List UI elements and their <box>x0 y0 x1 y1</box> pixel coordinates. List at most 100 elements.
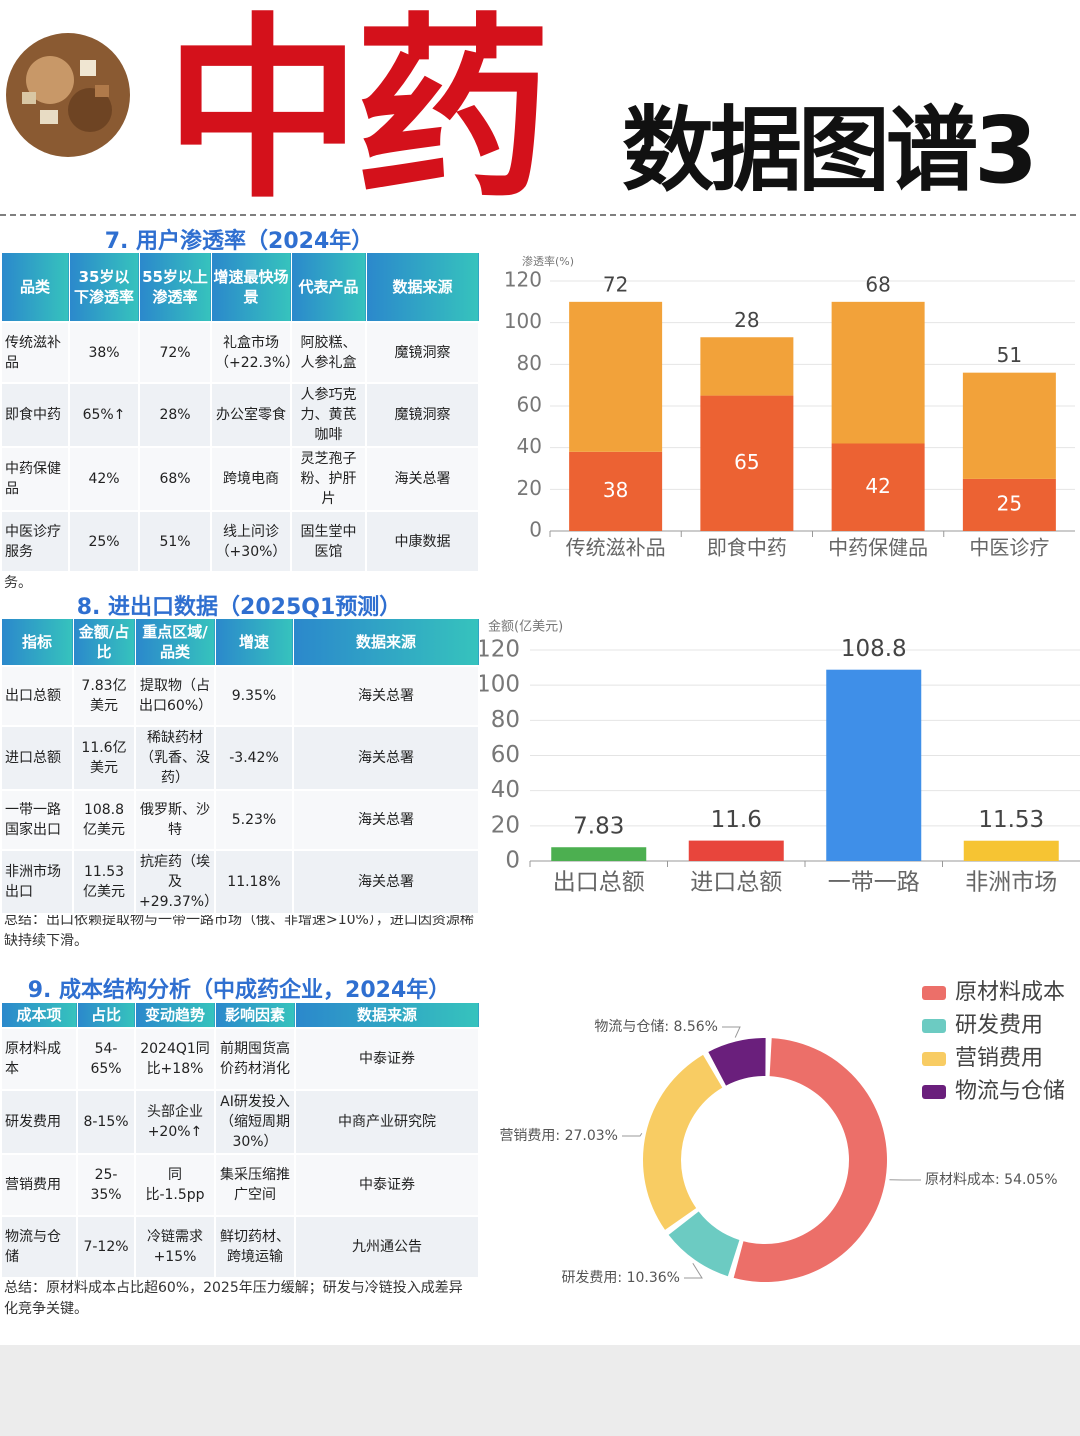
table-cell: 同比-1.5pp <box>134 1153 216 1217</box>
donut-segment <box>642 1054 723 1230</box>
header-cell: 变动趋势 <box>134 1002 216 1029</box>
bar <box>826 669 922 861</box>
bar <box>963 840 1059 861</box>
legend-label: 物流与仓储 <box>955 1079 1065 1104</box>
table-cell: 办公室零食 <box>210 382 292 448</box>
bar <box>688 840 784 861</box>
donut-segment <box>708 1038 766 1086</box>
bar-label: 25 <box>997 491 1022 515</box>
y-tick-label: 20 <box>491 812 520 838</box>
bar-label: 65 <box>734 450 759 474</box>
y-tick-label: 60 <box>491 742 520 768</box>
table-cell: 鲜切药材、跨境运输 <box>214 1215 296 1279</box>
table-cell: 38% <box>68 321 140 384</box>
slice-label: 营销费用: 27.03% <box>499 1128 618 1144</box>
x-tick-label: 即食中药 <box>707 536 787 560</box>
table-cell: 线上问诊（+30%） <box>210 510 292 573</box>
legend-label: 营销费用 <box>955 1046 1043 1071</box>
table-cell: 进口总额 <box>0 725 74 791</box>
table-row: 研发费用 8-15% 头部企业+20%↑ AI研发投入（缩短周期30%） 中商产业研究院 <box>0 1089 480 1155</box>
slice-label: 物流与仓储: 8.56% <box>594 1019 718 1035</box>
table-cell: 海关总署 <box>365 446 480 512</box>
table-cell: 一带一路国家出口 <box>0 789 74 851</box>
y-tick-label: 40 <box>491 777 520 803</box>
table-cell: 中商产业研究院 <box>294 1089 480 1155</box>
table-cell: 5.23% <box>214 789 294 851</box>
table-cell: 阿胶糕、人参礼盒 <box>290 321 367 384</box>
x-tick-label: 传统滋补品 <box>566 536 666 560</box>
table-cell: 魔镜洞察 <box>365 321 480 384</box>
legend-swatch <box>922 986 946 1000</box>
header-cell: 占比 <box>76 1002 136 1029</box>
section-title: 9. 成本结构分析（中成药企业，2024年） <box>27 978 451 1003</box>
x-tick-label: 非洲市场 <box>965 870 1057 896</box>
table-cell: 跨境电商 <box>210 446 292 512</box>
table-cell: 人参巧克力、黄芪咖啡 <box>290 382 367 448</box>
leader-line <box>722 1026 741 1038</box>
table-cell: -3.42% <box>214 725 294 791</box>
table-cell: 7.83亿美元 <box>72 665 136 727</box>
bar-segment <box>700 395 794 531</box>
header-row: 成本项 占比 变动趋势 影响因素 数据来源 <box>0 1002 480 1029</box>
summary: 总结：原材料成本占比超60%，2025年压力缓解；研发与冷链投入成差异化竞争关键… <box>4 1280 463 1317</box>
header-cell: 数据来源 <box>294 1002 480 1029</box>
table-row: 非洲市场出口 11.53亿美元 抗疟药（埃及+29.37%） 11.18% 海关总署 <box>0 849 480 915</box>
table-cell: 传统滋补品 <box>0 321 70 384</box>
bar-label: 51 <box>997 343 1022 367</box>
table-cell: 中泰证券 <box>294 1027 480 1091</box>
table-row: 物流与仓储 7-12% 冷链需求+15% 鲜切药材、跨境运输 九州通公告 <box>0 1215 480 1279</box>
table-cell: 稀缺药材（乳香、没药） <box>134 725 216 791</box>
y-tick-label: 20 <box>517 476 542 500</box>
bar-label: 42 <box>865 474 890 498</box>
bar-segment <box>962 372 1056 479</box>
header-row: 指标 金额/占比 重点区域/品类 增速 数据来源 <box>0 618 480 667</box>
table-cell: 中康数据 <box>365 510 480 573</box>
leader-line <box>622 1132 643 1137</box>
table-cell: 集采压缩推广空间 <box>214 1153 296 1217</box>
header-cell: 影响因素 <box>214 1002 296 1029</box>
bar-label: 108.8 <box>841 636 907 662</box>
slice-label: 研发费用: 10.36% <box>561 1270 680 1286</box>
bar-label: 38 <box>603 478 628 502</box>
header-cell: 数据来源 <box>365 252 480 323</box>
y-tick-label: 80 <box>517 351 542 375</box>
table-row: 营销费用 25-35% 同比-1.5pp 集采压缩推广空间 中泰证券 <box>0 1153 480 1217</box>
table-cell: 礼盒市场（+22.3%） <box>210 321 299 384</box>
table-cell: 25-35% <box>76 1153 136 1217</box>
x-tick-label: 中药保健品 <box>828 536 928 560</box>
table-cell: 提取物（占出口60%） <box>134 665 216 727</box>
table-cell: 非洲市场出口 <box>0 849 74 915</box>
table-row: 中药保健品 42% 68% 跨境电商 灵芝孢子粉、护肝片 海关总署 <box>0 446 480 512</box>
header-cell: 成本项 <box>0 1002 78 1029</box>
legend-label: 原材料成本 <box>955 980 1065 1005</box>
table-cell: 11.6亿美元 <box>72 725 136 791</box>
y-tick-label: 120 <box>476 637 520 663</box>
table-cell: 72% <box>138 321 212 384</box>
leader-line <box>684 1263 703 1279</box>
table-cell: 灵芝孢子粉、护肝片 <box>290 446 367 512</box>
table-cell: 营销费用 <box>0 1153 78 1217</box>
table-cell: 海关总署 <box>292 789 480 851</box>
bar-segment <box>569 451 663 531</box>
y-tick-label: 100 <box>504 309 542 333</box>
table-cell: 中医诊疗服务 <box>0 510 70 573</box>
y-tick-label: 40 <box>517 434 542 458</box>
table-cell: 头部企业+20%↑ <box>134 1089 216 1155</box>
bar-label: 68 <box>865 272 890 296</box>
table-cell: 2024Q1同比+18% <box>134 1027 216 1091</box>
table-cell: 物流与仓储 <box>0 1215 78 1279</box>
title: 中药 <box>165 0 551 225</box>
table-row: 传统滋补品 38% 72% 礼盒市场（+22.3%） 阿胶糕、人参礼盒 魔镜洞察 <box>0 321 480 384</box>
donut-segment <box>733 1038 887 1283</box>
bar-segment <box>831 301 925 444</box>
table-cell: 固生堂中医馆 <box>290 510 367 573</box>
section-title: 7. 用户渗透率（2024年） <box>104 229 374 254</box>
table-cell: 研发费用 <box>0 1089 78 1155</box>
legend-label: 研发费用 <box>955 1013 1043 1038</box>
table-cell: 8-15% <box>76 1089 136 1155</box>
bar-label: 28 <box>734 308 759 332</box>
header-cell: 数据来源 <box>292 618 480 667</box>
bar-label: 72 <box>603 272 628 296</box>
header-cell: 指标 <box>0 618 74 667</box>
table-cell: 九州通公告 <box>294 1215 480 1279</box>
